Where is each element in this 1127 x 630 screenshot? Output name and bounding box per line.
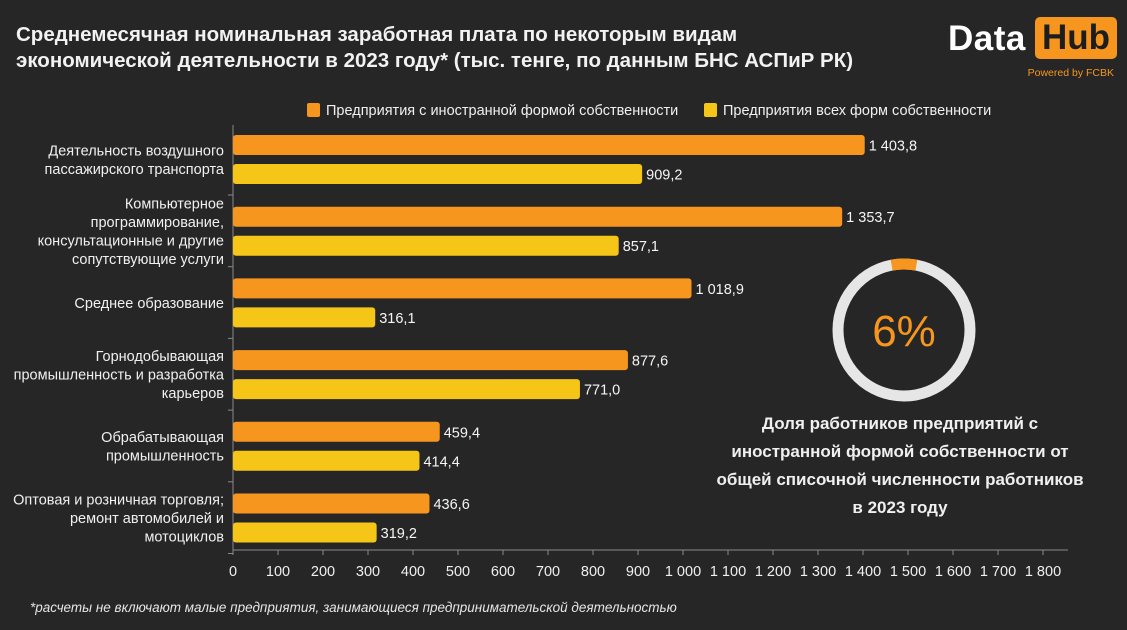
x-tick-label: 0 bbox=[229, 564, 237, 580]
chart-title-line-1: Среднемесячная номинальная заработная пл… bbox=[16, 23, 738, 46]
bar-value-label: 436,6 bbox=[433, 497, 469, 513]
bar-value-label: 459,4 bbox=[444, 425, 480, 441]
logo-word-hub: Hub bbox=[1035, 17, 1118, 59]
x-tick-label: 200 bbox=[311, 564, 335, 580]
x-tick-label: 800 bbox=[581, 564, 605, 580]
bar-value-label: 1 018,9 bbox=[696, 282, 744, 298]
bar bbox=[233, 206, 843, 227]
chart-title: Среднемесячная номинальная заработная пл… bbox=[16, 22, 916, 74]
x-tick-label: 1 200 bbox=[755, 564, 791, 580]
x-tick-label: 1 800 bbox=[1025, 564, 1061, 580]
bar bbox=[233, 450, 420, 471]
bar bbox=[233, 379, 580, 400]
x-tick-label: 1 700 bbox=[980, 564, 1016, 580]
bar-value-label: 316,1 bbox=[379, 311, 415, 327]
donut-chart: 6% bbox=[832, 258, 976, 402]
x-tick-label: 1 100 bbox=[710, 564, 746, 580]
x-tick-label: 1 300 bbox=[800, 564, 836, 580]
donut-caption-line-3: общей списочной численности работников bbox=[716, 470, 1084, 489]
category-label: Оптовая и розничная торговля; ремонт авто… bbox=[13, 493, 224, 546]
bar-value-label: 857,1 bbox=[623, 239, 659, 255]
bar-value-label: 909,2 bbox=[646, 168, 682, 184]
logo-tagline: Powered by FCBK bbox=[1027, 67, 1114, 79]
bar bbox=[233, 522, 377, 543]
x-tick-label: 700 bbox=[536, 564, 560, 580]
x-tick-label: 900 bbox=[626, 564, 650, 580]
datahub-logo: Data Hub Powered by FCBK bbox=[946, 13, 1118, 83]
donut-value-label: 6% bbox=[872, 307, 936, 356]
footnote: *расчеты не включают малые предприятия, … bbox=[30, 600, 677, 615]
x-tick-label: 100 bbox=[266, 564, 290, 580]
bar-value-label: 414,4 bbox=[423, 454, 459, 470]
x-tick-label: 1 500 bbox=[890, 564, 926, 580]
bar bbox=[233, 135, 865, 155]
x-tick-label: 600 bbox=[491, 564, 515, 580]
bar bbox=[233, 307, 376, 328]
x-axis: 0 100 200 300 400 500 600 700 800 900 1 000 1 100 1 … bbox=[229, 125, 1068, 580]
bar-value-label: 771,0 bbox=[584, 383, 620, 399]
chart-title-line-2: экономической деятельности в 2023 году* … bbox=[16, 49, 854, 72]
bar-value-label: 1 403,8 bbox=[869, 139, 917, 155]
x-tick-label: 400 bbox=[401, 564, 425, 580]
x-tick-label: 500 bbox=[446, 564, 470, 580]
category-label: Среднее образование bbox=[74, 296, 224, 312]
bar bbox=[233, 493, 430, 514]
category-label: Компьютерное программирование, консультаци… bbox=[38, 196, 224, 268]
bar bbox=[233, 164, 643, 184]
category-labels: Деятельность воздушного пассажирского тра… bbox=[13, 143, 233, 554]
bar bbox=[233, 235, 619, 256]
legend-swatch-1 bbox=[307, 103, 320, 117]
bar bbox=[233, 350, 628, 371]
x-tick-label: 1 000 bbox=[665, 564, 701, 580]
donut-caption-line-2: иностранной формой собственности от bbox=[731, 442, 1069, 461]
donut-caption-line-1: Доля работников предприятий с bbox=[761, 414, 1039, 433]
x-tick-label: 300 bbox=[356, 564, 380, 580]
legend-label-1: Предприятия с иностранной формой собстве… bbox=[326, 103, 678, 119]
category-label: Обрабатывающая промышленность bbox=[101, 430, 224, 465]
category-label: Деятельность воздушного пассажирского тра… bbox=[45, 143, 225, 178]
donut-caption: Доля работников предприятий с иностранно… bbox=[700, 410, 1100, 522]
bar-value-label: 877,6 bbox=[632, 354, 668, 370]
legend-swatch-2 bbox=[704, 103, 717, 117]
logo-word-data: Data bbox=[948, 19, 1026, 58]
chart-legend: Предприятия с иностранной формой собстве… bbox=[307, 103, 991, 119]
bars-group: 1 403,8 909,2 1 353,7 857,1 1 018,9 316,1 877,… bbox=[233, 135, 917, 543]
bar bbox=[233, 278, 692, 299]
bar-value-label: 319,2 bbox=[381, 526, 417, 542]
legend-label-2: Предприятия всех форм собственности bbox=[723, 103, 991, 119]
bar-value-label: 1 353,7 bbox=[846, 210, 894, 226]
donut-caption-line-4: в 2023 году bbox=[852, 498, 948, 517]
bar bbox=[233, 421, 440, 442]
x-tick-label: 1 600 bbox=[935, 564, 971, 580]
category-label: Горнодобывающая промышленность и разработ… bbox=[14, 349, 225, 402]
x-tick-label: 1 400 bbox=[845, 564, 881, 580]
